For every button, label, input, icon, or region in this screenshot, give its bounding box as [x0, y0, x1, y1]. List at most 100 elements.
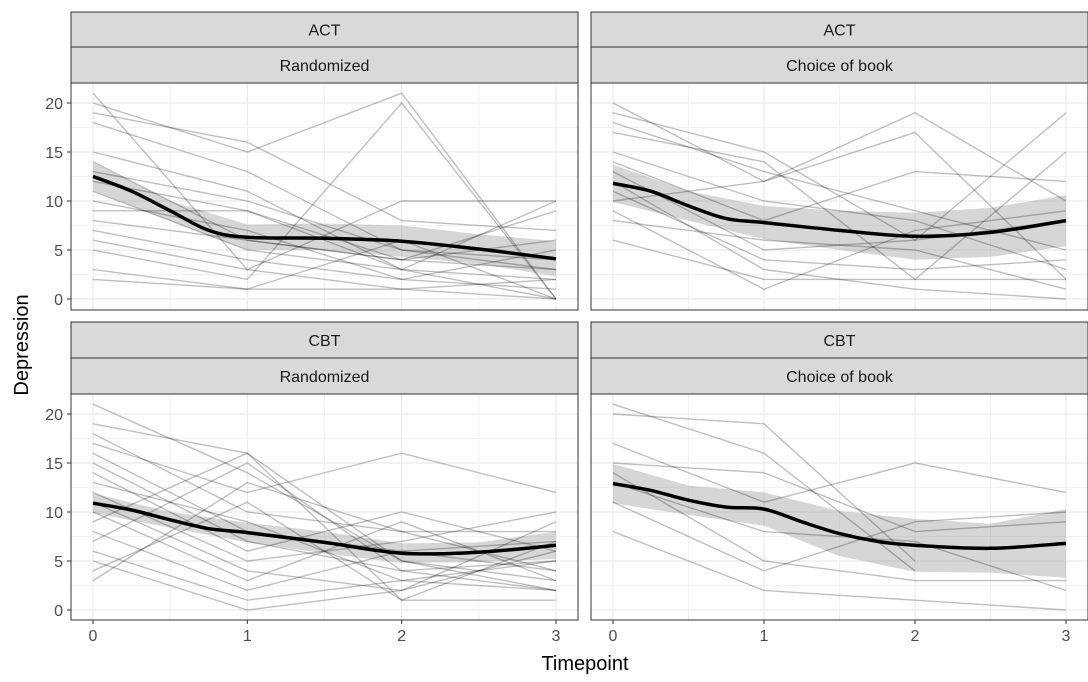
panel-border	[590, 82, 1088, 311]
facet-strip-top	[70, 321, 579, 359]
facet-strip-bottom	[590, 46, 1088, 84]
x-tick-label: 1	[243, 628, 252, 645]
individual-line	[92, 442, 557, 494]
x-axis: 0 1 2 3 0 1 2 3	[89, 620, 1071, 645]
individual-line	[612, 462, 1067, 533]
individual-line	[92, 423, 557, 602]
individual-line	[92, 501, 557, 592]
facet-strip-bottom-label: Randomized	[280, 369, 370, 386]
y-tick-label: 0	[54, 292, 63, 309]
individual-line	[92, 200, 557, 281]
individual-line	[92, 92, 556, 271]
y-tick-label: 15	[45, 456, 63, 473]
individual-line	[92, 462, 557, 592]
trend-line	[92, 501, 557, 556]
individual-line	[92, 112, 557, 232]
individual-line	[612, 102, 1067, 202]
individual-line	[612, 501, 1067, 572]
facet-strip-top	[70, 11, 579, 48]
individual-line	[612, 112, 1067, 242]
individual-line	[612, 403, 916, 572]
x-tick-label: 2	[911, 628, 920, 645]
individual-line	[92, 229, 557, 290]
individual-line	[92, 481, 557, 582]
y-axis-title: Depression	[11, 294, 33, 395]
individual-line	[612, 530, 1067, 611]
x-axis-title: Timepoint	[541, 653, 629, 675]
facet-strip-top-label: ACT	[824, 23, 856, 40]
y-tick-label: 0	[54, 603, 63, 620]
trend-line	[92, 174, 557, 261]
y-tick-label: 20	[45, 407, 63, 424]
panel-border	[70, 82, 579, 311]
individual-line	[612, 442, 1067, 503]
facet-strip-top	[590, 11, 1088, 48]
individual-line	[92, 239, 557, 300]
x-tick-label: 0	[609, 628, 618, 645]
individual-line	[612, 180, 1067, 300]
individual-line	[92, 501, 556, 601]
trend-line	[612, 181, 1067, 239]
y-tick-label: 20	[45, 96, 63, 113]
y-tick-label: 5	[54, 554, 63, 571]
facet-panel: CBT Choice of book	[590, 321, 1088, 621]
individual-line	[612, 131, 1067, 280]
individual-line	[612, 170, 1067, 251]
y-tick-label: 10	[45, 194, 63, 211]
individual-line	[92, 278, 557, 300]
individual-line	[612, 472, 1066, 582]
individual-line	[92, 530, 557, 592]
individual-line	[92, 151, 557, 281]
individual-line	[612, 131, 1067, 281]
individual-line	[92, 452, 557, 592]
individual-line	[92, 101, 557, 300]
facet-strip-top-label: CBT	[309, 333, 341, 350]
confidence-band	[93, 493, 556, 563]
facet-panel: CBT Randomized	[70, 321, 579, 621]
individual-line	[612, 239, 1066, 281]
individual-line	[92, 121, 557, 261]
individual-line	[612, 219, 1067, 290]
facet-panel: ACT Randomized	[70, 11, 579, 311]
y-tick-label: 5	[54, 243, 63, 260]
facet-panel: ACT Choice of book	[590, 11, 1088, 311]
facet-strip-bottom	[70, 46, 579, 84]
facet-strip-bottom-label: Choice of book	[786, 58, 894, 75]
individual-line	[612, 121, 1067, 251]
x-tick-label: 0	[89, 628, 98, 645]
individual-line	[92, 219, 557, 271]
individual-line	[92, 432, 556, 533]
individual-line	[92, 92, 557, 300]
individual-line	[612, 151, 1067, 271]
individual-line	[612, 413, 916, 562]
individual-line	[612, 190, 1067, 271]
individual-line	[92, 239, 557, 290]
individual-line	[92, 491, 557, 562]
facet-panels: ACT Randomized ACT Choice of book CBT Randomi…	[70, 11, 1088, 621]
x-tick-label: 3	[1062, 628, 1071, 645]
individual-line	[92, 403, 557, 582]
panel-border	[70, 393, 579, 621]
individual-line	[92, 170, 557, 271]
facet-strip-top-label: CBT	[824, 333, 856, 350]
x-tick-label: 1	[760, 628, 769, 645]
x-tick-label: 2	[397, 628, 406, 645]
individual-line	[92, 550, 557, 601]
facet-strip-bottom-label: Choice of book	[786, 369, 894, 386]
y-tick-label: 15	[45, 145, 63, 162]
facet-strip-bottom-label: Randomized	[280, 58, 370, 75]
trend-line	[612, 481, 1067, 551]
facet-strip-bottom	[70, 357, 579, 395]
x-tick-label: 3	[552, 628, 561, 645]
individual-line	[612, 481, 1067, 592]
y-axis: 0 5 10 15 20 0 5 10 15 20	[45, 96, 71, 620]
individual-line	[92, 550, 557, 611]
panel-border	[590, 393, 1088, 621]
individual-line	[92, 472, 557, 552]
individual-line	[612, 161, 1067, 222]
facet-strip-top-label: ACT	[309, 23, 341, 40]
individual-line	[612, 210, 1067, 290]
confidence-band	[613, 464, 1066, 578]
